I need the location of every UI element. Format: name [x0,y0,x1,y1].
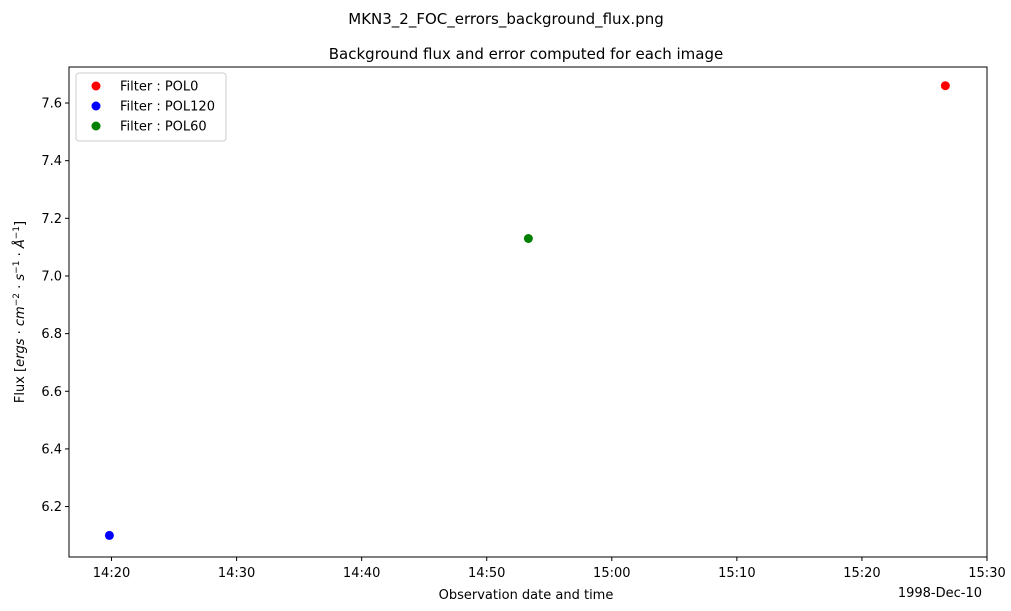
x-tick-label: 14:20 [93,566,130,581]
y-label-unit: ergs [13,338,28,367]
x-tick-label: 15:00 [593,566,630,581]
legend: Filter : POL0 Filter : POL120 Filter : POL… [75,72,227,142]
legend-marker [91,121,101,131]
legend-marker [91,81,101,91]
y-tick-label: 6.4 [41,442,62,457]
x-tick-label: 14:30 [218,566,255,581]
y-tick-label: 6.2 [41,500,62,515]
y-label-suffix: ] [13,221,28,226]
y-tick-label: 6.6 [41,385,62,400]
x-axis-label: Observation date and time [439,588,614,603]
y-label-exponent: −1 [12,261,22,274]
x-tick-label: 14:40 [343,566,380,581]
legend-marker [91,101,101,111]
y-label-unit: s [13,274,28,281]
legend-label: Filter : POL0 [120,80,198,95]
data-point-pol60 [523,234,533,243]
y-label-dot: · [13,281,28,293]
plot-frame [68,66,988,558]
x-axis-offset-label: 1998-Dec-10 [898,586,982,601]
y-label-dot: · [13,248,28,260]
figure-suptitle: MKN3_2_FOC_errors_background_flux.png [348,10,664,29]
x-tick-label: 15:30 [968,566,1005,581]
y-label-dot: · [13,326,28,338]
y-tick-label: 7.4 [41,154,62,169]
y-axis-ticks: 6.2 6.4 6.6 6.8 7.0 7.2 7.4 7.6 [41,97,69,515]
x-tick-label: 15:20 [843,566,880,581]
y-label-prefix: Flux [ [13,367,28,403]
y-label-unit: Å [12,239,28,249]
x-tick-label: 14:50 [468,566,505,581]
data-point-pol0 [940,81,950,91]
plot-area [69,67,987,557]
y-axis-label: Flux [ergs · cm−2 · s−1 · Å−1] [12,221,28,403]
legend-label: Filter : POL120 [120,100,215,115]
legend-label: Filter : POL60 [120,120,207,135]
y-tick-label: 7.0 [41,269,62,284]
y-label-unit: cm [13,306,28,326]
y-tick-label: 7.6 [41,97,62,112]
x-tick-label: 15:10 [718,566,755,581]
chart-title: Background flux and error computed for e… [329,45,723,63]
data-marks [104,81,950,540]
x-axis-ticks: 14:20 14:30 14:40 14:50 15:00 15:10 15:20 15:30 [93,557,1006,581]
y-tick-label: 7.2 [41,212,62,227]
y-label-exponent: −1 [12,226,22,239]
y-tick-label: 6.8 [41,327,62,342]
data-point-pol120 [104,530,114,540]
y-label-exponent: −2 [12,293,22,306]
legend-box [75,72,227,142]
